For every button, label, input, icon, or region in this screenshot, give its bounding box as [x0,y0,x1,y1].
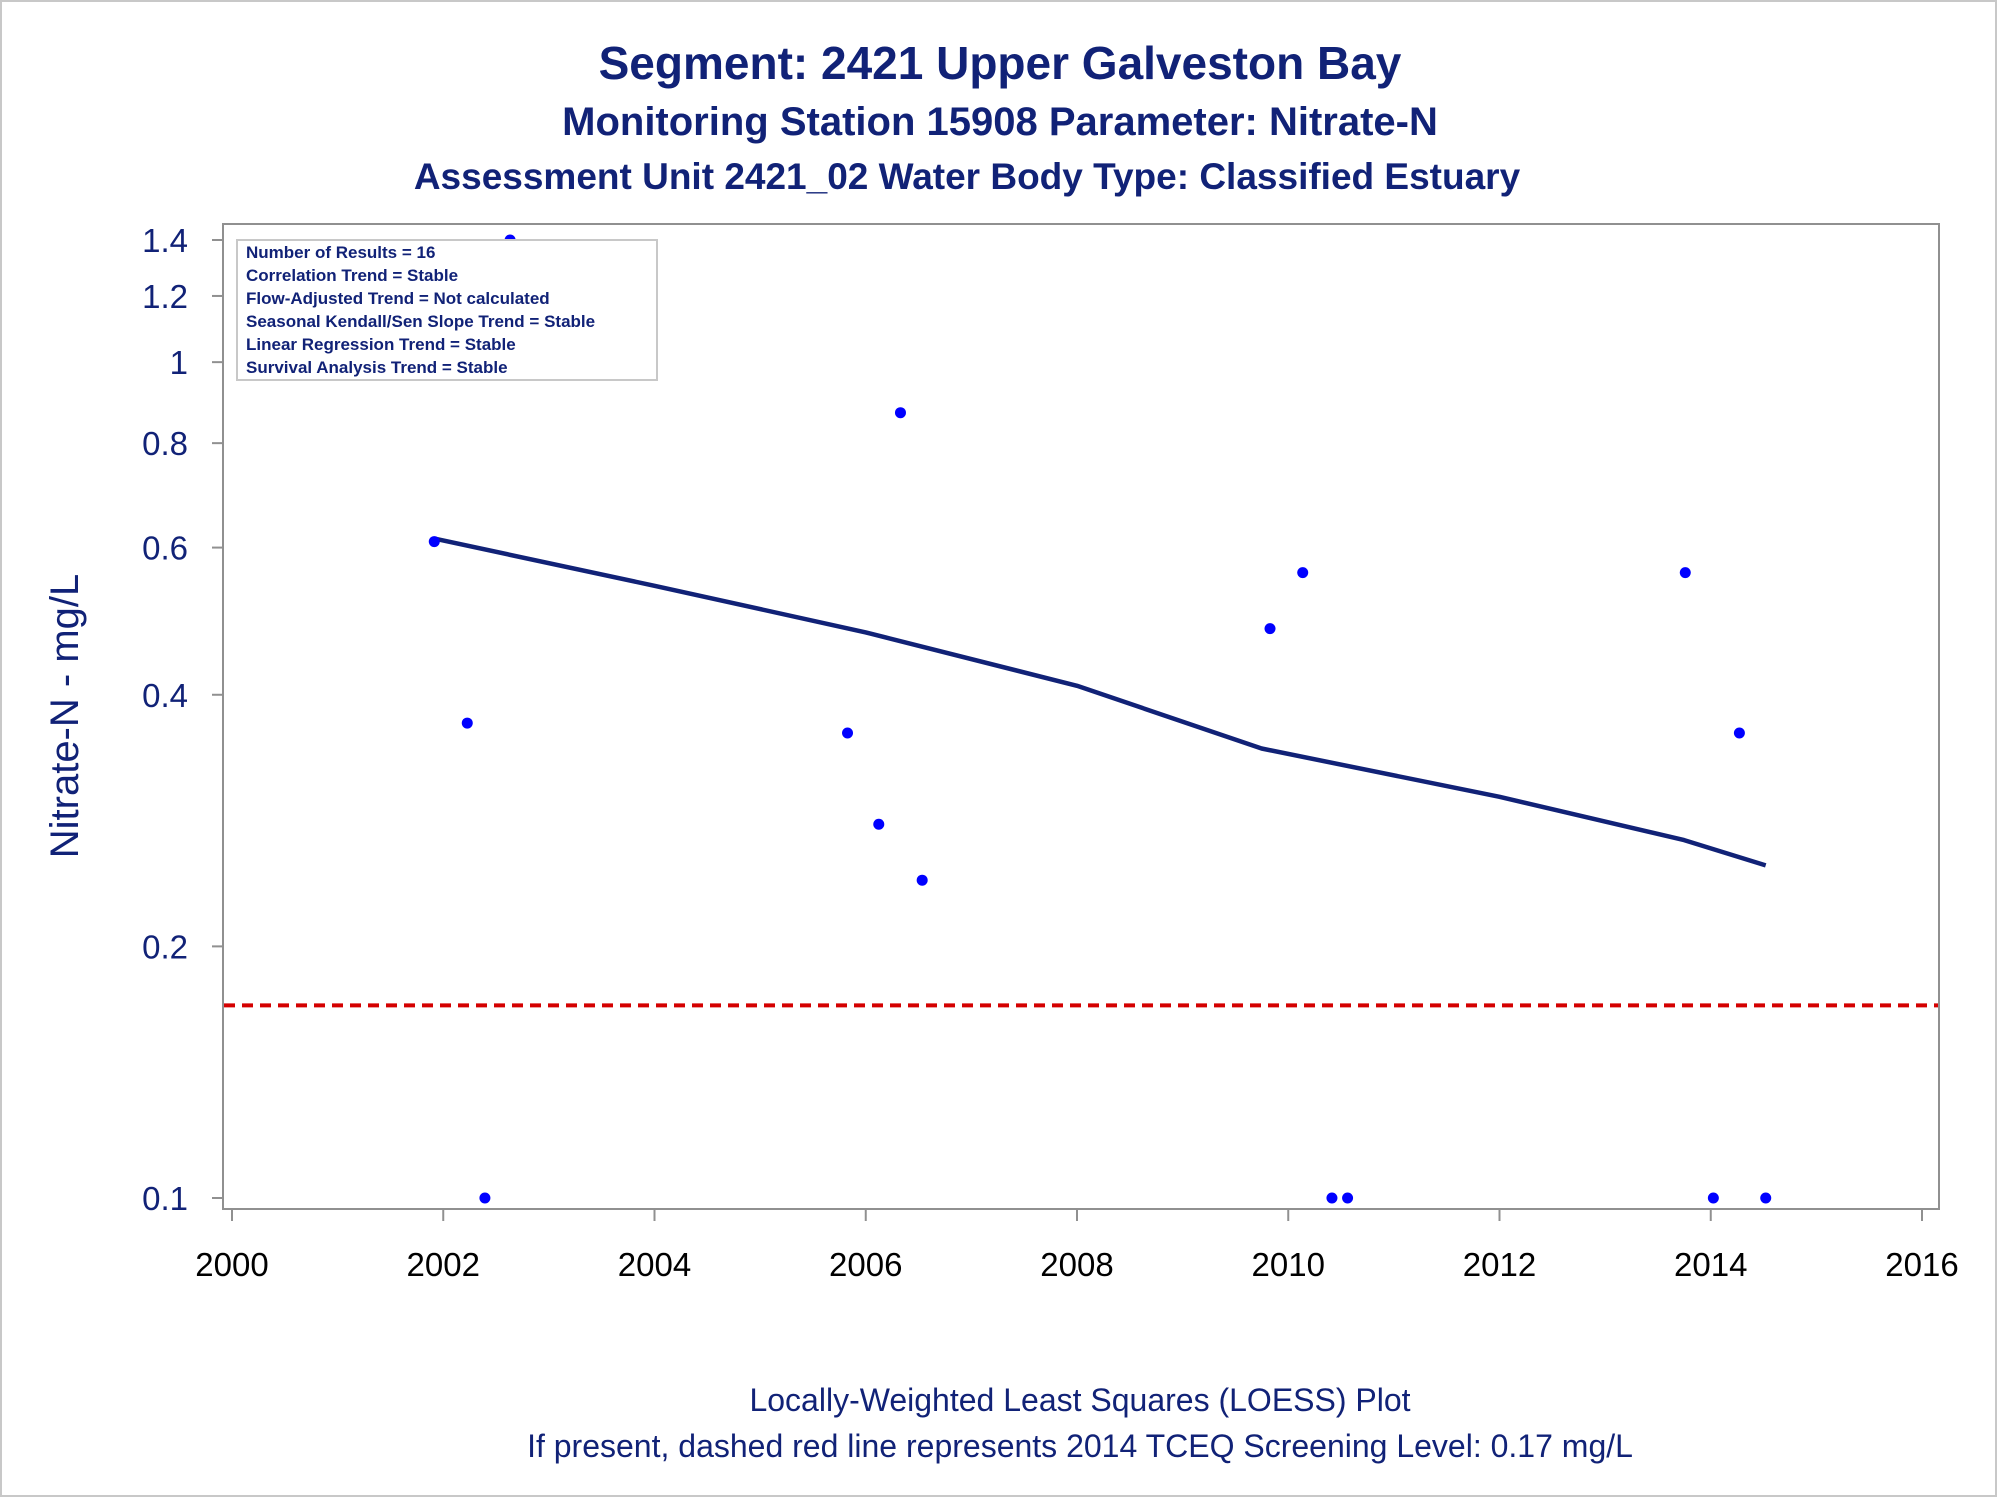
footnote-loess: Locally-Weighted Least Squares (LOESS) P… [749,1382,1411,1418]
data-point-15 [1733,727,1745,739]
data-point-11 [1326,1192,1338,1204]
y-tick-label-0.2: 0.2 [142,928,188,965]
data-point-5 [842,727,854,739]
x-tick-label-2014: 2014 [1674,1246,1747,1283]
y-axis-title: Nitrate-N - mg/L [43,574,87,859]
data-point-9 [1264,623,1276,635]
y-tick-label-0.4: 0.4 [142,677,188,714]
data-point-12 [1342,1192,1354,1204]
data-point-3 [479,1192,491,1204]
stats-box-frame [236,239,658,381]
y-tick-label-1.2: 1.2 [142,278,188,315]
stats-line-seasonal-kendall: Seasonal Kendall/Sen Slope Trend = Stabl… [246,312,595,331]
y-tick-label-1: 1 [170,344,188,381]
y-tick-label-0.1: 0.1 [142,1180,188,1217]
stats-line-linear-regression: Linear Regression Trend = Stable [246,335,516,354]
x-tick-label-2012: 2012 [1463,1246,1536,1283]
stats-line-results: Number of Results = 16 [246,243,435,262]
loess-line [433,536,1767,868]
chart-title: Segment: 2421 Upper Galveston Bay [598,37,1402,89]
data-point-8 [916,874,928,886]
x-tick-label-2000: 2000 [195,1246,268,1283]
data-point-6 [873,818,885,830]
x-tick-label-2010: 2010 [1252,1246,1325,1283]
y-tick-label-1.4: 1.4 [142,222,188,259]
footnote-screening-level: If present, dashed red line represents 2… [527,1428,1633,1464]
x-tick-label-2004: 2004 [618,1246,691,1283]
data-point-1 [428,536,440,548]
data-point-13 [1679,567,1691,579]
data-point-7 [894,407,906,419]
chart-subtitle-assessment-unit: Assessment Unit 2421_02 Water Body Type:… [413,156,1521,197]
data-point-14 [1707,1192,1719,1204]
y-tick-label-0.8: 0.8 [142,425,188,462]
data-point-2 [461,717,473,729]
x-tick-label-2006: 2006 [829,1246,902,1283]
y-axis: 0.1 0.2 0.4 0.6 0.8 1 1.2 1.4 [142,222,223,1217]
x-axis: 2000 2002 2004 2006 2008 2010 2012 2014 2016 [195,1209,1959,1283]
stats-line-correlation: Correlation Trend = Stable [246,266,458,285]
y-tick-label-0.6: 0.6 [142,530,188,567]
plot-area [222,223,1940,1210]
data-point-16 [1760,1192,1772,1204]
stats-line-flow-adjusted: Flow-Adjusted Trend = Not calculated [246,289,550,308]
stats-box: Number of Results = 16 Correlation Trend… [236,239,658,381]
loess-layer [433,536,1767,868]
data-point-10 [1297,567,1309,579]
x-tick-label-2008: 2008 [1040,1246,1113,1283]
chart-subtitle-station: Monitoring Station 15908 Parameter: Nitr… [562,100,1438,144]
x-tick-label-2002: 2002 [407,1246,480,1283]
stats-line-survival-analysis: Survival Analysis Trend = Stable [246,358,508,377]
x-tick-label-2016: 2016 [1885,1246,1958,1283]
